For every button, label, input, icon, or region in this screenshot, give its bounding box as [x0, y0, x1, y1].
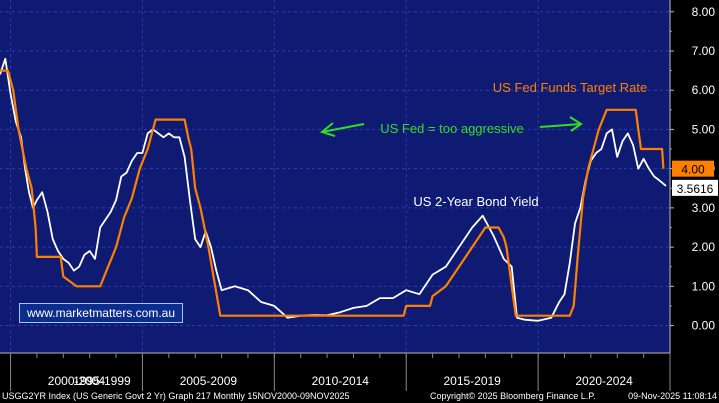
bond-last-value-badge: [672, 179, 718, 196]
y-tick-label: 7.00: [692, 44, 716, 58]
fed-last-value: 4.00: [681, 163, 705, 177]
fed-funds-line: [0, 69, 665, 317]
x-axis-panel: [0, 353, 719, 403]
fed-last-value-badge: [672, 160, 714, 177]
footer-copyright: Copyright© 2025 Bloomberg Finance L.P.: [430, 391, 596, 401]
series-group: [0, 57, 667, 322]
plot-background: [0, 0, 670, 353]
x-period-label: 2005-2009: [180, 374, 238, 388]
footer-source: USGG2YR Index (US Generic Govt 2 Yr) Gra…: [2, 391, 350, 401]
footer-timestamp: 09-Nov-2025 11:08:14: [628, 391, 717, 401]
y-tick-label: 6.00: [692, 83, 716, 97]
x-period-label: 2010-2014: [312, 374, 370, 388]
too-aggressive-label: US Fed = too aggressive: [380, 121, 523, 136]
bond-last-value: 3.5616: [677, 182, 714, 196]
x-period-label: 2015-2019: [443, 374, 501, 388]
y-tick-label: 1.00: [692, 279, 716, 293]
y-tick-label: 0.00: [692, 319, 716, 333]
site-url-label: www.marketmatters.com.au: [19, 303, 183, 323]
annotations: US Fed Funds Target Rate US 2-Year Bond Y…: [319, 80, 647, 209]
bond-yield-label: US 2-Year Bond Yield: [413, 194, 538, 209]
right-arrow-head: [569, 116, 583, 132]
left-arrow-head: [319, 122, 336, 137]
y-tick-label: 3.00: [692, 201, 716, 215]
x-period-label: 1995-1999: [73, 374, 131, 388]
y-tick-label: 2.00: [692, 240, 716, 254]
left-arrow-shaft: [321, 123, 365, 133]
fed-funds-label: US Fed Funds Target Rate: [493, 80, 647, 95]
y-tick-label: 5.00: [692, 122, 716, 136]
x-period-label: 2020-2024: [575, 374, 633, 388]
x-period-label: 2000-2004: [48, 374, 106, 388]
y-tick-label: 8.00: [692, 5, 716, 19]
right-arrow-shaft: [539, 123, 582, 128]
grid: [0, 0, 670, 353]
